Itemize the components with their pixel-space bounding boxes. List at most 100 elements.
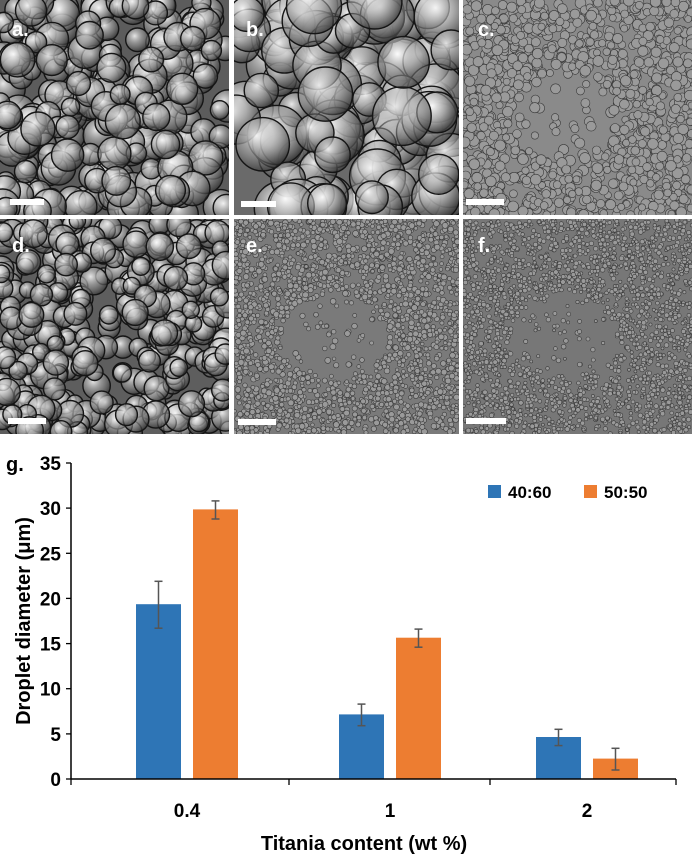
- droplet: [384, 311, 391, 318]
- droplet: [388, 401, 394, 407]
- droplet: [244, 282, 250, 288]
- droplet: [455, 287, 459, 293]
- droplet: [645, 209, 657, 215]
- droplet: [242, 273, 250, 280]
- droplet: [402, 341, 408, 347]
- droplet: [362, 229, 368, 235]
- droplet: [365, 219, 370, 225]
- droplet: [576, 380, 581, 386]
- droplet: [398, 281, 404, 286]
- droplet: [630, 145, 640, 156]
- droplet: [463, 188, 475, 200]
- droplet: [410, 343, 415, 349]
- droplet: [397, 254, 404, 261]
- droplet: [245, 227, 250, 233]
- panel-label-d: d.: [12, 235, 30, 257]
- droplet: [234, 429, 238, 434]
- droplet: [686, 203, 692, 213]
- droplet: [248, 315, 255, 322]
- droplet: [583, 251, 588, 256]
- droplet: [388, 248, 395, 255]
- droplet: [398, 376, 403, 381]
- droplet: [618, 279, 623, 284]
- droplet: [354, 180, 389, 215]
- droplet: [302, 284, 309, 292]
- droplet: [258, 339, 263, 344]
- droplet: [415, 383, 420, 388]
- droplet: [391, 374, 398, 381]
- droplet: [297, 389, 303, 396]
- droplet: [256, 333, 263, 340]
- droplet: [318, 242, 325, 248]
- droplet: [631, 157, 641, 167]
- droplet: [343, 409, 350, 417]
- droplet: [499, 335, 504, 341]
- droplet: [417, 374, 425, 382]
- droplet: [308, 296, 314, 301]
- droplet: [332, 421, 340, 428]
- droplet: [649, 283, 655, 289]
- droplet: [589, 30, 600, 40]
- droplet: [580, 372, 585, 377]
- droplet: [568, 190, 577, 199]
- droplet: [310, 422, 315, 427]
- micrograph-droplets: [0, 0, 229, 215]
- droplet: [486, 313, 492, 319]
- droplet: [291, 394, 299, 401]
- droplet: [481, 364, 486, 369]
- droplet: [329, 343, 337, 351]
- droplet: [400, 333, 406, 339]
- droplet: [573, 411, 578, 416]
- droplet: [568, 62, 577, 71]
- droplet: [374, 219, 380, 224]
- droplet: [617, 241, 622, 246]
- droplet: [454, 310, 459, 315]
- droplet: [464, 75, 476, 87]
- panel-label-b: b.: [246, 19, 264, 41]
- droplet: [283, 238, 290, 245]
- droplet: [468, 64, 480, 76]
- droplet: [486, 68, 497, 79]
- droplet: [446, 357, 452, 364]
- droplet: [329, 223, 334, 229]
- droplet: [678, 194, 689, 204]
- droplet: [259, 256, 265, 263]
- droplet: [671, 430, 676, 434]
- droplet: [597, 404, 602, 409]
- droplet: [369, 340, 374, 346]
- droplet: [426, 310, 433, 317]
- droplet: [325, 252, 333, 260]
- panel-label-a: a.: [12, 19, 29, 41]
- droplet: [451, 243, 457, 248]
- droplet: [454, 238, 459, 245]
- droplet: [277, 407, 283, 414]
- droplet: [390, 283, 397, 289]
- droplet: [382, 421, 388, 428]
- droplet: [242, 382, 248, 388]
- droplet: [593, 319, 598, 323]
- droplet: [402, 219, 407, 223]
- droplet: [585, 120, 597, 132]
- droplet: [273, 233, 279, 239]
- droplet: [514, 389, 520, 394]
- droplet: [355, 421, 362, 428]
- droplet: [483, 352, 488, 358]
- droplet: [334, 303, 340, 309]
- droplet: [439, 234, 445, 240]
- droplet: [382, 273, 389, 280]
- droplet: [425, 389, 431, 396]
- droplet: [578, 209, 589, 215]
- droplet: [114, 403, 139, 427]
- droplet: [684, 15, 692, 23]
- droplet: [429, 303, 435, 309]
- droplet: [517, 205, 529, 215]
- droplet: [579, 65, 591, 77]
- droplet: [335, 267, 342, 273]
- droplet: [588, 240, 595, 246]
- droplet: [390, 241, 396, 247]
- droplet: [150, 129, 181, 160]
- micrograph-droplets: [463, 219, 692, 434]
- droplet: [488, 208, 501, 215]
- droplet: [450, 403, 456, 409]
- droplet: [325, 386, 332, 393]
